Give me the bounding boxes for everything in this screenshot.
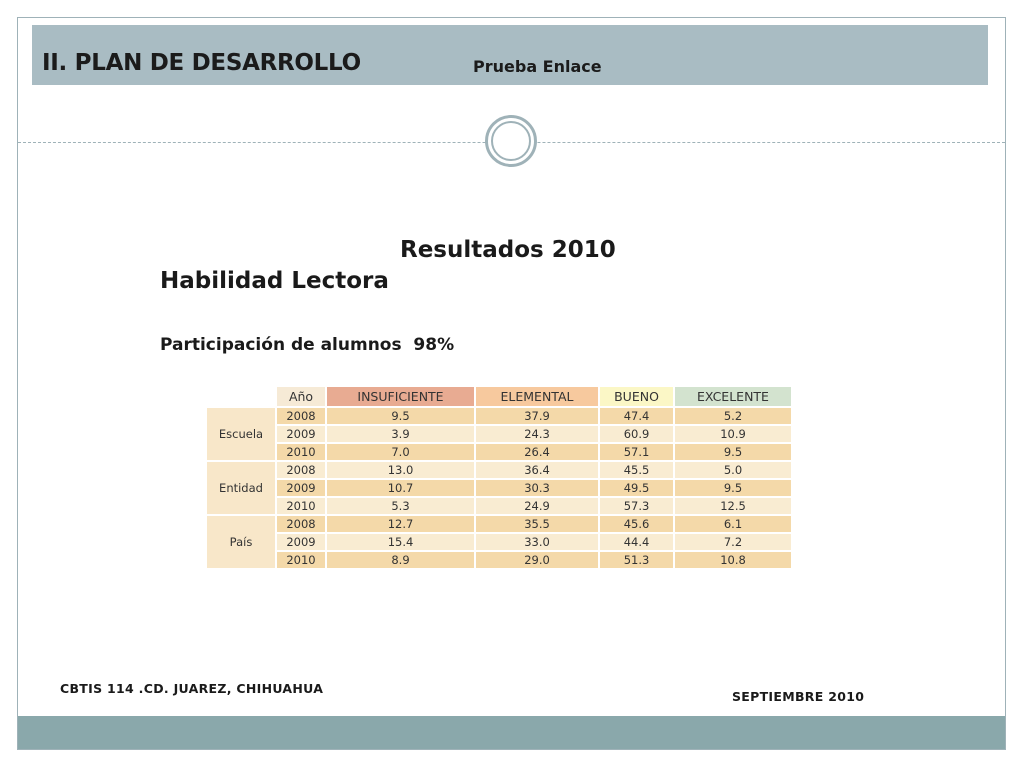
slide-title: II. PLAN DE DESARROLLO (42, 50, 361, 76)
results-table: Año INSUFICIENTE ELEMENTAL BUENO EXCELEN… (205, 385, 793, 570)
title-bar (32, 25, 988, 85)
year-cell: 2009 (275, 478, 327, 498)
results-heading: Resultados 2010 (400, 237, 616, 263)
value-cell: 15.4 (325, 532, 476, 552)
year-cell: 2010 (275, 550, 327, 570)
footer-date: SEPTIEMBRE 2010 (732, 689, 865, 704)
table-row: País 2008 12.7 35.5 45.6 6.1 (205, 514, 793, 570)
footer-institution: CBTIS 114 .CD. JUAREZ, CHIHUAHUA (60, 681, 324, 696)
value-cell: 47.4 (598, 406, 675, 426)
value-cell: 5.2 (673, 406, 793, 426)
value-cell: 9.5 (673, 478, 793, 498)
value-cell: 9.5 (325, 406, 476, 426)
value-cell: 44.4 (598, 532, 675, 552)
value-cell: 29.0 (474, 550, 600, 570)
table-row: 2010 5.3 24.9 57.3 12.5 (206, 496, 793, 516)
group-label-entidad: Entidad (205, 460, 277, 516)
year-cell: 2010 (275, 496, 327, 516)
value-cell: 35.5 (474, 514, 600, 534)
table-row: 2009 3.9 24.3 60.9 10.9 (206, 424, 793, 444)
header-excelente: EXCELENTE (673, 385, 793, 408)
group-label-pais: País (205, 514, 277, 570)
year-cell: 2009 (275, 532, 327, 552)
value-cell: 8.9 (325, 550, 476, 570)
participation-text: Participación de alumnos 98% (160, 335, 455, 355)
year-cell: 2008 (275, 514, 327, 534)
value-cell: 26.4 (474, 442, 600, 462)
header-empty-cell (205, 385, 277, 408)
value-cell: 7.0 (325, 442, 476, 462)
table-header-row: Año INSUFICIENTE ELEMENTAL BUENO EXCELEN… (205, 385, 793, 408)
value-cell: 10.7 (325, 478, 476, 498)
value-cell: 10.9 (673, 424, 793, 444)
value-cell: 49.5 (598, 478, 675, 498)
skill-heading: Habilidad Lectora (160, 268, 389, 294)
table-row: Entidad 2008 13.0 36.4 45.5 5.0 (205, 460, 793, 516)
value-cell: 7.2 (673, 532, 793, 552)
value-cell: 10.8 (673, 550, 793, 570)
table-row: 2010 8.9 29.0 51.3 10.8 (206, 550, 793, 570)
circle-ornament-icon (485, 115, 537, 167)
table-row: 2009 15.4 33.0 44.4 7.2 (206, 532, 793, 552)
value-cell: 60.9 (598, 424, 675, 444)
header-insuficiente: INSUFICIENTE (325, 385, 476, 408)
value-cell: 45.5 (598, 460, 675, 480)
table-row: Escuela 2008 9.5 37.9 47.4 5.2 (205, 406, 793, 462)
value-cell: 5.0 (673, 460, 793, 480)
value-cell: 36.4 (474, 460, 600, 480)
header-bueno: BUENO (598, 385, 675, 408)
value-cell: 45.6 (598, 514, 675, 534)
value-cell: 57.3 (598, 496, 675, 516)
header-year: Año (275, 385, 327, 408)
year-cell: 2010 (275, 442, 327, 462)
value-cell: 9.5 (673, 442, 793, 462)
value-cell: 13.0 (325, 460, 476, 480)
value-cell: 12.5 (673, 496, 793, 516)
value-cell: 3.9 (325, 424, 476, 444)
value-cell: 33.0 (474, 532, 600, 552)
value-cell: 37.9 (474, 406, 600, 426)
value-cell: 51.3 (598, 550, 675, 570)
value-cell: 57.1 (598, 442, 675, 462)
year-cell: 2009 (275, 424, 327, 444)
value-cell: 12.7 (325, 514, 476, 534)
bottom-bar (18, 716, 1005, 749)
value-cell: 6.1 (673, 514, 793, 534)
value-cell: 30.3 (474, 478, 600, 498)
value-cell: 24.9 (474, 496, 600, 516)
value-cell: 5.3 (325, 496, 476, 516)
year-cell: 2008 (275, 460, 327, 480)
value-cell: 24.3 (474, 424, 600, 444)
header-elemental: ELEMENTAL (474, 385, 600, 408)
slide-subtitle: Prueba Enlace (473, 57, 602, 76)
group-label-escuela: Escuela (205, 406, 277, 462)
table-row: 2010 7.0 26.4 57.1 9.5 (206, 442, 793, 462)
year-cell: 2008 (275, 406, 327, 426)
table-row: 2009 10.7 30.3 49.5 9.5 (206, 478, 793, 498)
